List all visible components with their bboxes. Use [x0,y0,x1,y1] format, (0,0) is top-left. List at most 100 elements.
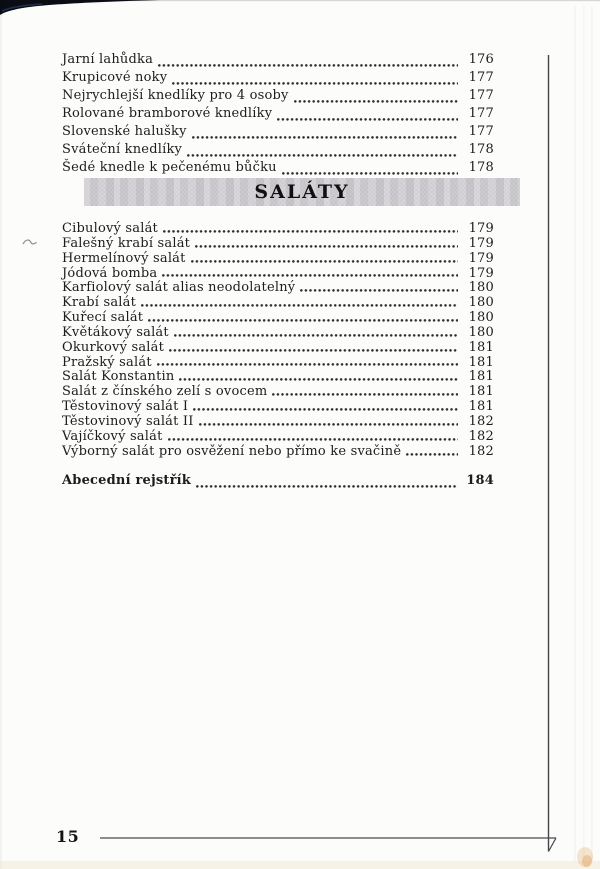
toc-entry-page: 182 [468,413,494,429]
toc-entry: Kuřecí salát 180 [62,310,494,325]
toc-list-salaty: Cibulový salát 179 Falešný krabí salát 1… [62,221,494,459]
toc-entry: Nejrychlejší knedlíky pro 4 osoby 177 [62,88,494,106]
toc-entry-title: Hermelínový salát [62,250,186,266]
toc-entry-page: 180 [468,280,494,296]
toc-entry-title: Karfiolový salát alias neodolatelný [62,280,296,296]
toc-entry-page: 182 [468,428,494,444]
dot-leader [191,135,458,140]
toc-entry-title: Kuřecí salát [62,310,144,326]
dot-leader [173,332,458,338]
dot-leader [281,171,458,176]
scan-edge-top-left [0,0,160,15]
toc-entry-page: 177 [468,106,494,121]
toc-entry-title: Okurkový salát [62,339,165,355]
toc-entry: Okurkový salát 181 [62,340,494,355]
toc-entry-page: 181 [468,399,494,415]
toc-entry-page: 176 [468,52,494,67]
toc-entry-page: 179 [468,265,494,281]
toc-entry-title: Abecední rejstřík [62,473,191,488]
dot-leader [179,377,458,383]
stain [582,855,592,867]
toc-entry: Krupicové noky 177 [62,70,494,88]
toc-entry-title: Krabí salát [62,295,137,311]
toc-entry: Falešný krabí salát 179 [62,236,494,251]
toc-entry: Vajíčkový salát 182 [62,429,494,444]
toc-list-knedliky: Jarní lahůdka 176 Krupicové noky 177 Nej… [62,52,494,178]
dot-leader [162,273,458,279]
toc-entry-page: 180 [468,310,494,326]
toc-entry: Karfiolový salát alias neodolatelný 180 [62,280,494,295]
toc-entry-title: Slovenské halušky [62,124,187,139]
toc-entry-title: Jarní lahůdka [62,52,154,67]
toc-entry-title: Falešný krabí salát [62,235,191,251]
scan-edge-left [0,0,2,869]
toc-entry-title: Pražský salát [62,354,152,370]
dot-leader [300,288,458,294]
dot-leader [167,436,458,442]
dot-leader [195,484,458,489]
scan-edge-bottom [0,861,600,869]
scan-streak [583,6,585,862]
toc-entry-title: Těstovinový salát II [62,413,194,429]
toc-entry: Rolované bramborové knedlíky 177 [62,106,494,124]
toc-entry-title: Salát z čínského zelí s ovocem [62,384,268,400]
toc-entry-page: 179 [468,221,494,236]
section-heading-band: SALÁTY [84,178,520,206]
toc-entry-page: 178 [468,142,494,157]
toc-entry: Těstovinový salát II 182 [62,414,494,429]
dot-leader [156,362,458,368]
dot-leader [148,317,458,323]
scan-edge-blue-sheen [1,3,43,12]
toc-entry: Šedé knedle k pečenému bůčku 178 [62,160,494,178]
toc-entry: Sváteční knedlíky 178 [62,142,494,160]
toc-entry-page: 180 [468,295,494,311]
toc-entry-title: Šedé knedle k pečenému bůčku [62,160,277,175]
dot-leader [193,406,458,412]
toc-entry-title: Rolované bramborové knedlíky [62,106,273,121]
dot-leader [141,303,458,309]
toc-entry-page: 177 [468,124,494,139]
toc-entry-page: 181 [468,384,494,400]
stain [577,847,593,867]
toc-entry-page: 180 [468,324,494,340]
dot-leader [293,99,458,104]
dot-leader [169,347,458,353]
toc-entry-page: 182 [468,443,494,459]
scan-streak [591,6,593,862]
pencil-squiggle [22,239,37,245]
toc-entry: Salát z čínského zelí s ovocem 181 [62,384,494,399]
dot-leader [162,228,458,234]
scan-streak [574,6,576,862]
dot-leader [187,153,458,158]
toc-entry-page: 179 [468,250,494,266]
toc-entry-page: 177 [468,70,494,85]
dot-leader [277,117,458,122]
dot-leader [406,451,458,457]
dot-leader [198,421,458,427]
toc-entry-title: Výborný salát pro osvěžení nebo přímo ke… [62,443,402,459]
dot-leader [190,258,458,264]
toc-entry-page: 177 [468,88,494,103]
toc-entry: Výborný salát pro osvěžení nebo přímo ke… [62,444,494,459]
toc-entry-title: Těstovinový salát I [62,399,189,415]
toc-entry-title: Vajíčkový salát [62,428,163,444]
toc-entry: Květákový salát 180 [62,325,494,340]
toc-entry: Pražský salát 181 [62,355,494,370]
toc-entry: Těstovinový salát I 181 [62,399,494,414]
section-heading: SALÁTY [254,181,350,203]
toc-entry: Abecední rejstřík 184 [62,473,494,491]
toc-entry: Salát Konstantin 181 [62,369,494,384]
scan-edge-top-line [0,0,600,2]
toc-entry-page: 178 [468,160,494,175]
dot-leader [158,63,458,68]
footer-rule-arrow [547,837,557,852]
toc-entry: Jódová bomba 179 [62,266,494,281]
toc-entry: Jarní lahůdka 176 [62,52,494,70]
dot-leader [195,243,458,249]
toc-entry-title: Cibulový salát [62,221,158,236]
toc-entry-title: Sváteční knedlíky [62,142,183,157]
toc-entry-title: Květákový salát [62,324,169,340]
dot-leader [272,392,458,398]
toc-entry-page: 181 [468,369,494,385]
